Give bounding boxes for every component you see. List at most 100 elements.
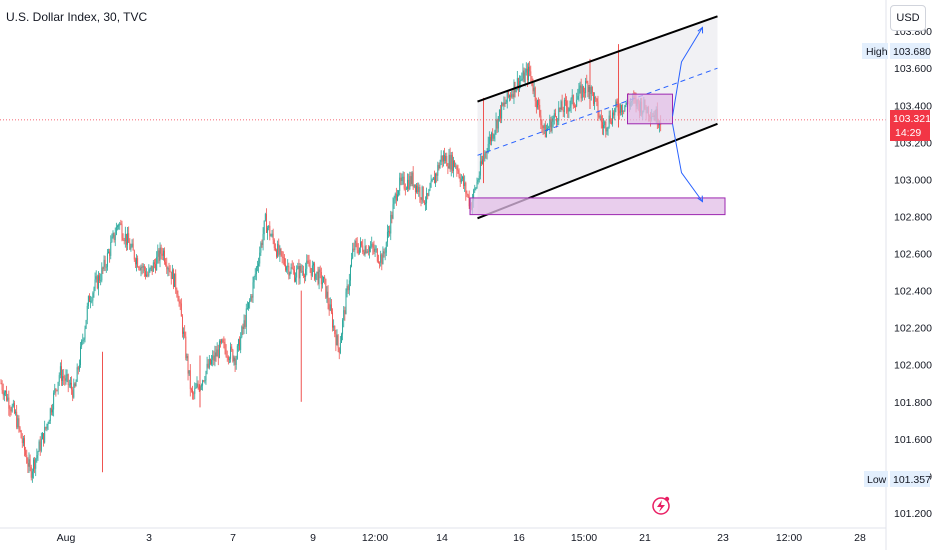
candle-body xyxy=(175,273,177,290)
candle-body xyxy=(56,390,58,391)
candle-body xyxy=(297,266,299,269)
candle-body xyxy=(62,376,64,381)
candle-body xyxy=(482,159,484,164)
candle-body xyxy=(548,127,550,129)
time-axis[interactable]: Aug 3 7 9 12:00 14 16 15:00 21 23 12:00 28 xyxy=(0,527,886,544)
candle-body xyxy=(174,273,176,287)
candle-body xyxy=(400,177,402,181)
candle-body xyxy=(293,270,295,282)
candle-body xyxy=(375,248,377,250)
candle-body xyxy=(491,133,493,142)
candle-body xyxy=(557,120,559,122)
candle-body xyxy=(127,233,129,245)
candle-body xyxy=(292,268,294,271)
candle-body xyxy=(544,125,546,138)
candle-body xyxy=(342,320,344,335)
candle-body xyxy=(370,246,372,248)
candle-body xyxy=(591,86,593,93)
candle-body xyxy=(515,87,517,93)
candle-body xyxy=(178,301,180,302)
candle-body xyxy=(76,367,78,382)
annotations-layer xyxy=(0,15,886,220)
candle-body xyxy=(35,458,37,469)
candle-body xyxy=(139,267,141,271)
candle-body xyxy=(17,418,19,428)
candle-body xyxy=(489,137,491,142)
candle-body xyxy=(160,247,162,254)
candle-body xyxy=(399,177,401,191)
candle-body xyxy=(438,165,440,169)
low-value-bg xyxy=(890,471,930,487)
candle-body xyxy=(437,165,439,176)
candle-body xyxy=(257,266,258,268)
candle-body xyxy=(121,224,123,238)
candle-body xyxy=(473,190,475,201)
candle-body xyxy=(77,367,79,370)
candle-body xyxy=(533,87,535,92)
candle-body xyxy=(290,267,292,273)
candle-body xyxy=(333,325,335,328)
candle-body xyxy=(54,388,56,393)
candle-body xyxy=(511,94,513,97)
candle-body xyxy=(218,341,220,358)
candle-body xyxy=(623,110,625,112)
candle-body xyxy=(506,91,508,103)
candle-body xyxy=(287,265,289,268)
candle-body xyxy=(371,243,373,247)
candle-body xyxy=(570,98,572,107)
candle-body xyxy=(100,280,102,282)
candle-body xyxy=(465,182,467,194)
candle-body xyxy=(609,115,611,123)
time-tick-label: 16 xyxy=(513,532,525,544)
candle-body xyxy=(587,82,589,92)
candle-body xyxy=(397,194,398,201)
candle-body xyxy=(430,180,432,188)
candle-body xyxy=(451,154,453,171)
candle-body xyxy=(140,266,142,271)
candle-body xyxy=(404,188,406,190)
candle-body xyxy=(501,103,503,119)
candle-body xyxy=(71,382,73,390)
candle-body xyxy=(64,378,66,381)
candle-body xyxy=(481,161,482,164)
candle-body xyxy=(606,129,608,132)
price-axis[interactable]: 101.200101.400101.600101.800102.000102.2… xyxy=(885,0,932,550)
candle-body xyxy=(597,101,599,116)
candle-body xyxy=(111,236,113,243)
candle-body xyxy=(33,459,34,472)
candle-body xyxy=(457,170,459,171)
candle-body xyxy=(26,455,28,463)
candle-body xyxy=(217,349,219,358)
candle-body xyxy=(560,101,562,110)
candle-body xyxy=(414,184,416,193)
candle-body xyxy=(108,251,109,253)
candle-body xyxy=(58,375,60,382)
candle-body xyxy=(271,233,273,236)
candle-body xyxy=(411,172,413,185)
candle-body xyxy=(10,409,12,412)
candle-body xyxy=(447,166,449,169)
candle-body xyxy=(234,357,236,365)
candle-body xyxy=(198,386,200,391)
candle-body xyxy=(524,72,526,82)
candle-body xyxy=(168,268,170,272)
candle-body xyxy=(85,320,87,329)
channel-upper-line xyxy=(477,15,718,103)
candle-body xyxy=(55,388,57,391)
candle-body xyxy=(543,125,545,129)
candle-body xyxy=(300,265,302,272)
lightning-icon[interactable] xyxy=(652,496,670,515)
candle-body xyxy=(161,253,163,256)
currency-button[interactable]: USD xyxy=(890,5,926,31)
candle-body xyxy=(233,357,235,362)
candle-body xyxy=(89,296,90,302)
candle-body xyxy=(143,265,145,272)
candle-body xyxy=(509,95,510,97)
candle-body xyxy=(553,113,555,119)
candle-body xyxy=(466,193,468,195)
current-price-tag: 103.321 14:29 xyxy=(890,110,931,141)
candle-body xyxy=(255,267,257,275)
candle-body xyxy=(156,256,158,271)
candle-body xyxy=(186,356,188,359)
